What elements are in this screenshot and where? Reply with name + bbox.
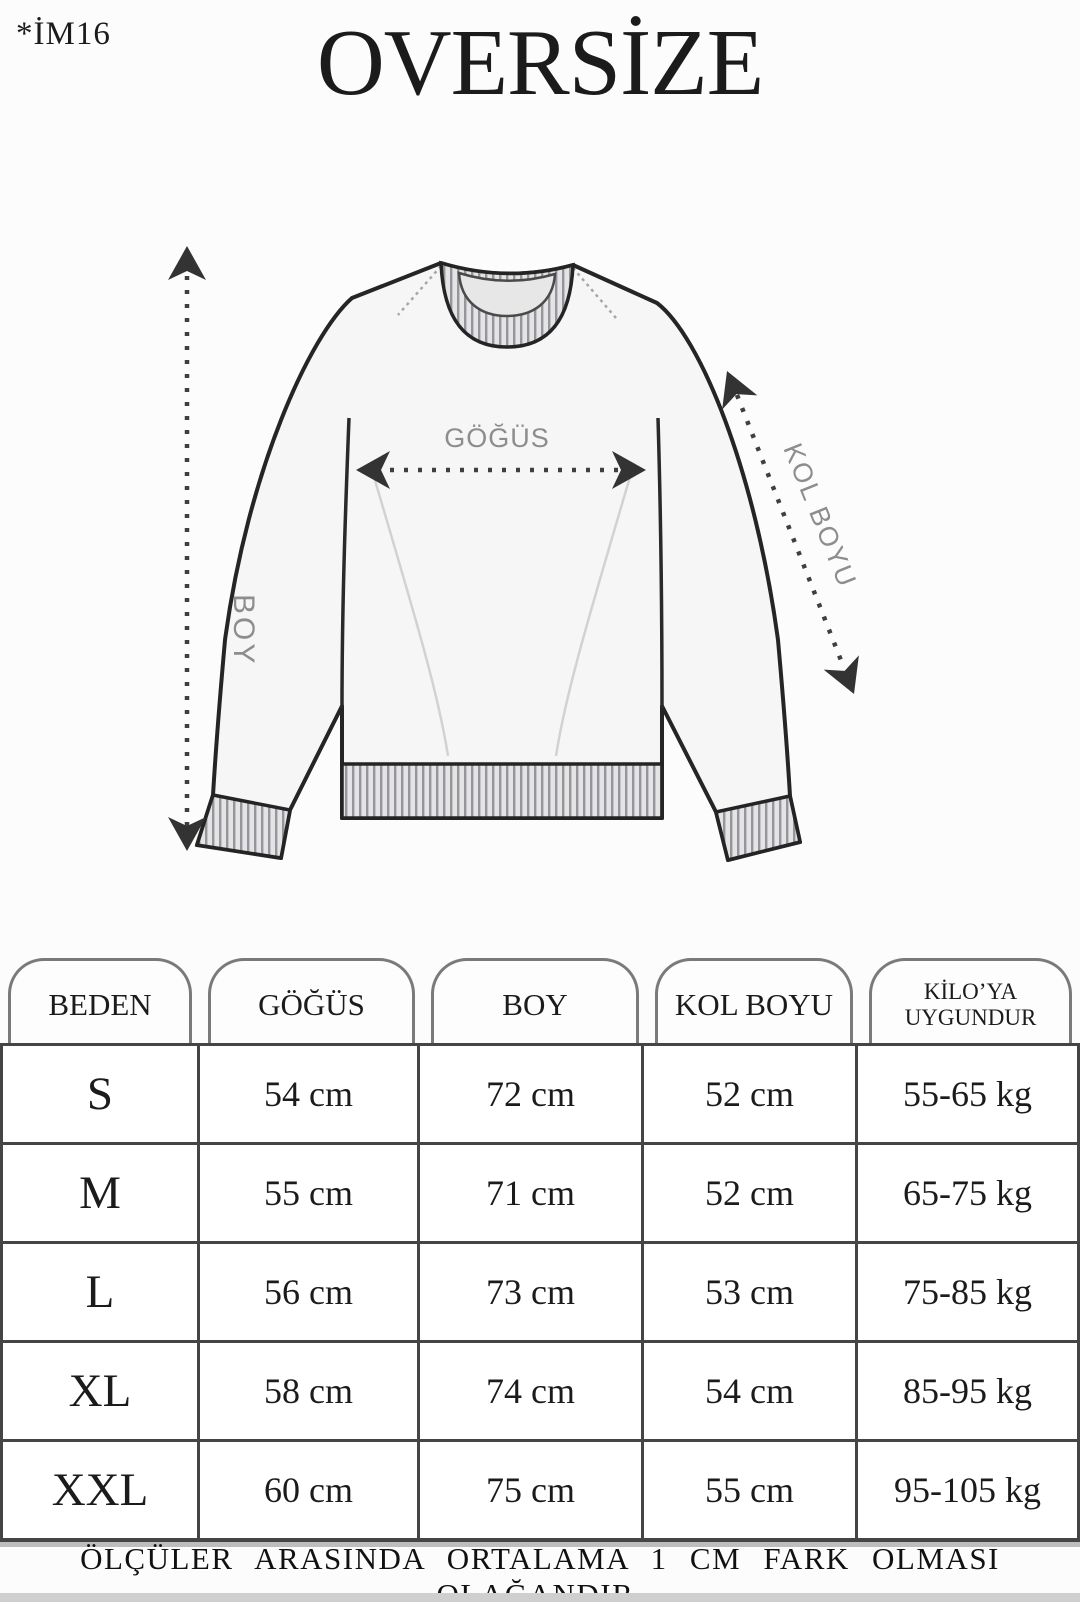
size-cell: XXL bbox=[3, 1442, 200, 1538]
sleeve-cell: 54 cm bbox=[644, 1343, 858, 1439]
header-label: BOY bbox=[502, 986, 568, 1022]
chest-cell: 56 cm bbox=[200, 1244, 420, 1340]
boy-arrow-up bbox=[168, 246, 206, 280]
chest-cell: 60 cm bbox=[200, 1442, 420, 1538]
header-label: KOL BOYU bbox=[674, 986, 834, 1022]
header-label: KİLO’YA UYGUNDUR bbox=[904, 979, 1037, 1030]
length-cell: 71 cm bbox=[420, 1145, 644, 1241]
length-cell: 74 cm bbox=[420, 1343, 644, 1439]
page-title: OVERSİZE bbox=[316, 11, 764, 115]
size-cell: M bbox=[3, 1145, 200, 1241]
sweatshirt-diagram: BOY GÖĞÜS KOL BOYU bbox=[168, 246, 872, 863]
cuff-left bbox=[194, 792, 293, 860]
weight-cell: 75-85 kg bbox=[858, 1244, 1077, 1340]
header-tab-kol-boyu: KOL BOYU bbox=[655, 958, 853, 1043]
weight-cell: 65-75 kg bbox=[858, 1145, 1077, 1241]
collar-opening bbox=[457, 271, 557, 318]
header-tab-gogus: GÖĞÜS bbox=[208, 958, 415, 1043]
table-row: XL 58 cm 74 cm 54 cm 85-95 kg bbox=[3, 1340, 1077, 1439]
length-cell: 75 cm bbox=[420, 1442, 644, 1538]
table-row: L 56 cm 73 cm 53 cm 75-85 kg bbox=[3, 1241, 1077, 1340]
table-row: M 55 cm 71 cm 52 cm 65-75 kg bbox=[3, 1142, 1077, 1241]
boy-label: BOY bbox=[227, 594, 260, 666]
chest-cell: 54 cm bbox=[200, 1046, 420, 1142]
length-cell: 73 cm bbox=[420, 1244, 644, 1340]
header-tab-boy: BOY bbox=[431, 958, 639, 1043]
cuff-right bbox=[713, 793, 803, 863]
chest-cell: 58 cm bbox=[200, 1343, 420, 1439]
crease-right bbox=[554, 469, 634, 757]
table-body: S 54 cm 72 cm 52 cm 55-65 kg M 55 cm 71 … bbox=[0, 1043, 1080, 1542]
body-side-right bbox=[656, 417, 664, 709]
sleeve-cell: 53 cm bbox=[644, 1244, 858, 1340]
sleeve-cell: 52 cm bbox=[644, 1046, 858, 1142]
size-table: BEDEN GÖĞÜS BOY KOL BOYU KİLO’YA UYGUNDU… bbox=[0, 958, 1080, 1542]
header-label: BEDEN bbox=[48, 986, 152, 1022]
length-cell: 72 cm bbox=[420, 1046, 644, 1142]
weight-cell: 95-105 kg bbox=[858, 1442, 1077, 1538]
kol-boyu-arrow-down bbox=[823, 655, 872, 702]
crease-left bbox=[370, 469, 450, 757]
hem-ribbing bbox=[340, 762, 664, 820]
gogus-label: GÖĞÜS bbox=[444, 422, 550, 453]
header-tab-kilo: KİLO’YA UYGUNDUR bbox=[869, 958, 1072, 1043]
table-row: XXL 60 cm 75 cm 55 cm 95-105 kg bbox=[3, 1439, 1077, 1538]
sleeve-cell: 52 cm bbox=[644, 1145, 858, 1241]
product-code: *İM16 bbox=[16, 16, 111, 52]
chest-cell: 55 cm bbox=[200, 1145, 420, 1241]
header-label: GÖĞÜS bbox=[258, 986, 365, 1022]
bottom-edge-strip bbox=[0, 1593, 1080, 1602]
size-cell: XL bbox=[3, 1343, 200, 1439]
table-header-row: BEDEN GÖĞÜS BOY KOL BOYU KİLO’YA UYGUNDU… bbox=[0, 958, 1080, 1043]
sleeve-cell: 55 cm bbox=[644, 1442, 858, 1538]
size-cell: S bbox=[3, 1046, 200, 1142]
weight-cell: 55-65 kg bbox=[858, 1046, 1077, 1142]
table-row: S 54 cm 72 cm 52 cm 55-65 kg bbox=[3, 1046, 1077, 1142]
body-side-left bbox=[340, 417, 351, 709]
weight-cell: 85-95 kg bbox=[858, 1343, 1077, 1439]
sweatshirt-outline bbox=[195, 261, 802, 862]
size-cell: L bbox=[3, 1244, 200, 1340]
header-tab-beden: BEDEN bbox=[8, 958, 192, 1043]
kol-boyu-label: KOL BOYU bbox=[777, 439, 862, 592]
